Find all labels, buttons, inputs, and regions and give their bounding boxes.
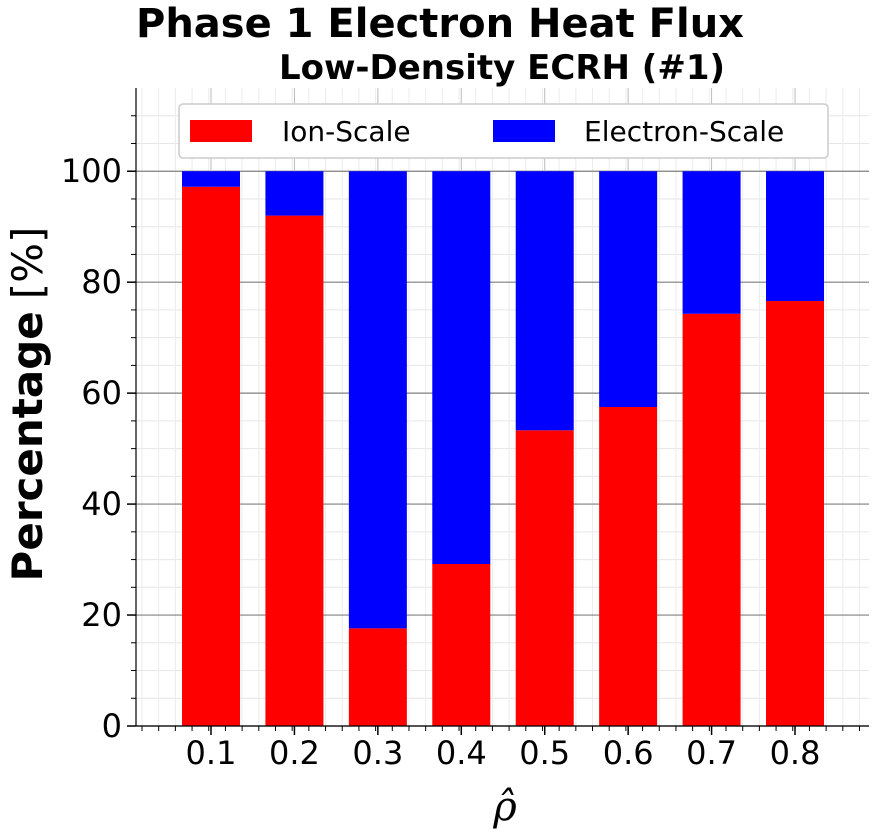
bar-electron-scale-0.5 — [515, 171, 574, 431]
chart-subtitle: Low-Density ECRH (#1) — [279, 48, 725, 88]
bar-electron-scale-0.3 — [348, 171, 407, 629]
bar-ion-scale-0.5 — [515, 430, 574, 726]
grid — [136, 88, 869, 727]
x-tick-label: 0.1 — [186, 734, 237, 772]
x-tick-label: 0.8 — [770, 734, 821, 772]
axes — [135, 88, 869, 727]
y-tick-label: 20 — [81, 596, 122, 634]
x-tick-label: 0.6 — [603, 734, 654, 772]
legend-label-electron-scale: Electron-Scale — [584, 115, 784, 148]
legend: Ion-Scale Electron-Scale — [178, 103, 829, 159]
x-tick-label: 0.3 — [352, 734, 403, 772]
x-tick-label: 0.5 — [519, 734, 570, 772]
bar-ion-scale-0.2 — [265, 215, 324, 726]
bar-electron-scale-0.4 — [432, 171, 491, 565]
y-tick-label: 100 — [61, 152, 122, 190]
tick-labels: 0 20 40 60 80 100 0.1 0.2 0.3 0.4 0.5 0.6 0.7 0.8 — [61, 115, 860, 772]
bar-electron-scale-0.2 — [265, 171, 324, 216]
bar-ion-scale-0.6 — [599, 407, 658, 726]
bar-ion-scale-0.3 — [348, 628, 407, 726]
y-tick-label: 60 — [81, 374, 122, 412]
bar-ion-scale-0.4 — [432, 564, 491, 726]
bar-ion-scale-0.1 — [182, 186, 240, 727]
chart-title: Phase 1 Electron Heat Flux — [136, 1, 744, 47]
y-tick-label: 0 — [102, 707, 122, 745]
bars — [182, 171, 825, 727]
x-tick-label: 0.7 — [686, 734, 737, 772]
legend-label-ion-scale: Ion-Scale — [282, 115, 411, 148]
legend-swatch-ion-scale — [190, 120, 252, 142]
bar-electron-scale-0.7 — [682, 171, 741, 314]
legend-swatch-electron-scale — [493, 120, 555, 142]
bar-electron-scale-0.1 — [182, 171, 240, 187]
x-axis-label: ρ̂ — [492, 784, 517, 830]
x-tick-label: 0.4 — [436, 734, 487, 772]
bar-ion-scale-0.8 — [766, 301, 825, 726]
bar-ion-scale-0.7 — [682, 313, 741, 726]
y-axis-label: Percentage[%] — [3, 227, 52, 582]
bar-electron-scale-0.8 — [766, 171, 825, 302]
y-tick-label: 40 — [81, 485, 122, 523]
y-tick-label: 80 — [81, 263, 122, 301]
bar-electron-scale-0.6 — [599, 171, 658, 407]
x-tick-label: 0.2 — [269, 734, 320, 772]
